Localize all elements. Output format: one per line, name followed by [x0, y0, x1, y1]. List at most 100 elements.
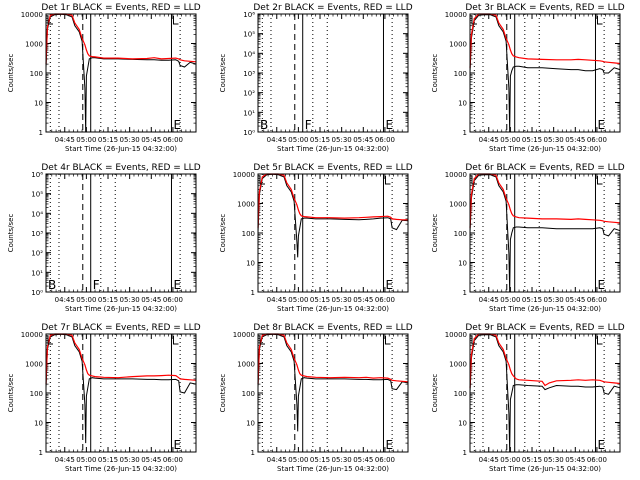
- x-tick-label: 05:30: [120, 456, 140, 464]
- x-tick-label: 05:45: [141, 456, 161, 464]
- panel-title: Det 1r BLACK = Events, RED = LLD: [41, 3, 200, 13]
- y-tick-label: 10: [246, 420, 255, 428]
- panel-title: Det 9r BLACK = Events, RED = LLD: [465, 323, 624, 333]
- state-marker-label: B: [260, 118, 268, 132]
- y-tick-label: 10⁵: [31, 191, 43, 199]
- x-tick-label: 06:00: [375, 456, 395, 464]
- y-tick-label: 1: [463, 129, 467, 137]
- y-tick-label: 1000: [449, 201, 467, 209]
- x-tick-label: 05:45: [141, 296, 161, 304]
- state-marker-glyph: [596, 16, 603, 25]
- x-tick-label: 04:45: [479, 456, 499, 464]
- plot-frame: [45, 173, 197, 293]
- x-tick-label: 05:30: [332, 456, 352, 464]
- x-tick-label: 05:30: [544, 136, 564, 144]
- x-tick-label: 05:45: [565, 296, 585, 304]
- y-tick-label: 10⁴: [31, 210, 43, 218]
- x-tick-label: 05:00: [76, 296, 96, 304]
- x-tick-label: 05:15: [522, 296, 542, 304]
- y-tick-label: 10: [34, 100, 43, 108]
- y-tick-label: 100: [242, 390, 255, 398]
- y-tick-label: 10: [246, 260, 255, 268]
- state-marker-label: E: [597, 438, 605, 452]
- x-axis-title: Start Time (26-Jun-15 04:32:00): [65, 465, 177, 473]
- x-tick-label: 05:30: [332, 296, 352, 304]
- series-line-events: [469, 334, 621, 453]
- y-tick-label: 1000: [449, 41, 467, 49]
- x-axis-title: Start Time (26-Jun-15 04:32:00): [277, 465, 389, 473]
- y-axis-title: Counts/sec: [7, 374, 15, 413]
- y-tick-label: 1: [251, 449, 255, 457]
- series-line-events: [469, 174, 621, 293]
- x-tick-label: 05:45: [353, 296, 373, 304]
- x-tick-label: 04:45: [267, 296, 287, 304]
- x-tick-label: 05:15: [310, 296, 330, 304]
- state-marker-glyph: [596, 176, 603, 185]
- y-tick-label: 10⁰: [243, 129, 255, 137]
- state-marker-label: E: [385, 438, 393, 452]
- plot-frame: [469, 173, 621, 293]
- x-tick-label: 06:00: [587, 296, 607, 304]
- x-axis-title: Start Time (26-Jun-15 04:32:00): [489, 465, 601, 473]
- detector-panel-6: Det 6r BLACK = Events, RED = LLD 1 10 100 10…: [431, 163, 625, 313]
- series-line-events: [45, 13, 197, 133]
- y-tick-label: 1000: [449, 361, 467, 369]
- y-axis-title: Counts/sec: [219, 374, 227, 413]
- y-tick-label: 10²: [243, 90, 255, 98]
- y-tick-label: 10⁴: [243, 50, 255, 58]
- y-tick-label: 10: [458, 100, 467, 108]
- x-tick-label: 06:00: [375, 296, 395, 304]
- x-axis-title: Start Time (26-Jun-15 04:32:00): [65, 305, 177, 313]
- y-tick-label: 1000: [25, 41, 43, 49]
- state-marker-glyph: [384, 176, 391, 185]
- x-tick-label: 04:45: [479, 296, 499, 304]
- detector-panel-8: Det 8r BLACK = Events, RED = LLD 1 10 100 10…: [219, 323, 413, 473]
- x-tick-label: 05:45: [565, 136, 585, 144]
- x-tick-label: 05:15: [98, 456, 118, 464]
- detector-panel-3: Det 3r BLACK = Events, RED = LLD 1 10 100 10…: [431, 3, 625, 153]
- y-axis-title: Counts/sec: [7, 54, 15, 93]
- y-tick-label: 10000: [233, 171, 255, 179]
- x-tick-label: 05:00: [500, 456, 520, 464]
- panel-title: Det 7r BLACK = Events, RED = LLD: [41, 323, 200, 333]
- y-tick-label: 10²: [31, 250, 43, 258]
- y-tick-label: 10000: [445, 11, 467, 19]
- panel-title: Det 8r BLACK = Events, RED = LLD: [253, 323, 412, 333]
- x-tick-label: 05:30: [120, 136, 140, 144]
- y-tick-label: 10³: [31, 230, 43, 238]
- y-tick-label: 10¹: [243, 109, 255, 117]
- plot-frame: [469, 333, 621, 453]
- state-marker-label: E: [597, 278, 605, 292]
- x-axis-title: Start Time (26-Jun-15 04:32:00): [277, 145, 389, 153]
- state-marker-label: F: [93, 278, 100, 292]
- detector-panel-4: Det 4r BLACK = Events, RED = LLD 10⁰ 10¹ 10…: [7, 163, 201, 313]
- state-marker-label: E: [385, 278, 393, 292]
- y-tick-label: 1000: [237, 361, 255, 369]
- x-tick-label: 05:15: [522, 456, 542, 464]
- x-tick-label: 06:00: [375, 136, 395, 144]
- state-marker-glyph: [596, 336, 603, 345]
- y-tick-label: 10⁶: [243, 11, 255, 19]
- x-tick-label: 05:45: [353, 136, 373, 144]
- y-tick-label: 10³: [243, 70, 255, 78]
- x-tick-label: 05:00: [500, 136, 520, 144]
- y-axis-title: Counts/sec: [219, 214, 227, 253]
- state-marker-glyph: [47, 336, 53, 345]
- y-tick-label: 100: [454, 230, 467, 238]
- panel-title: Det 6r BLACK = Events, RED = LLD: [465, 163, 624, 173]
- x-tick-label: 05:00: [288, 456, 308, 464]
- x-tick-label: 06:00: [163, 456, 183, 464]
- x-tick-label: 05:45: [141, 136, 161, 144]
- state-marker-label: E: [385, 118, 393, 132]
- x-tick-label: 05:30: [332, 136, 352, 144]
- x-tick-label: 06:00: [163, 136, 183, 144]
- y-tick-label: 100: [30, 70, 43, 78]
- series-line-events: [469, 14, 621, 133]
- state-marker-glyph: [172, 336, 179, 345]
- x-axis-title: Start Time (26-Jun-15 04:32:00): [489, 305, 601, 313]
- y-tick-label: 1: [463, 449, 467, 457]
- x-tick-label: 06:00: [587, 136, 607, 144]
- detector-panel-7: Det 7r BLACK = Events, RED = LLD 1 10 100 10…: [7, 323, 201, 473]
- y-tick-label: 1000: [237, 201, 255, 209]
- y-axis-title: Counts/sec: [7, 214, 15, 253]
